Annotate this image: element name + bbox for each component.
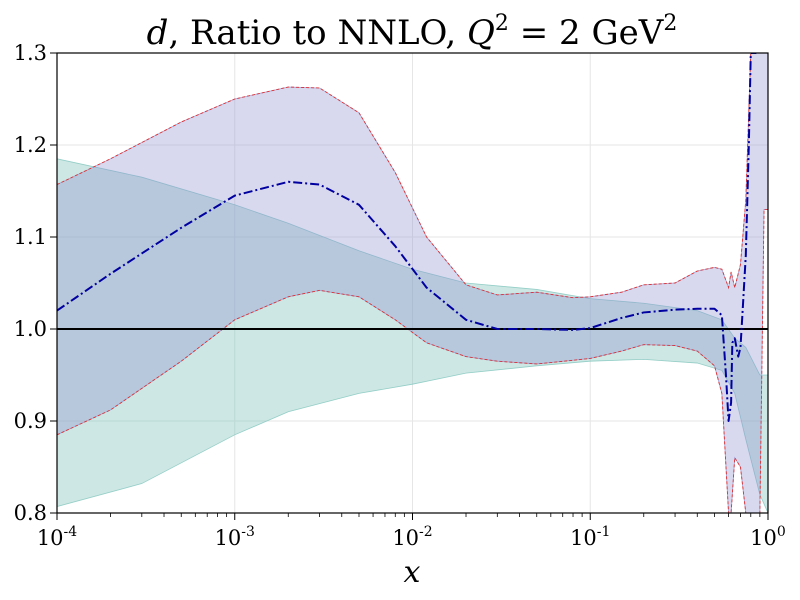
- x-axis-label: x: [404, 555, 421, 590]
- x-tick-label: 100: [750, 524, 786, 550]
- y-tick-label: 0.9: [14, 409, 47, 433]
- y-tick-label: 0.8: [14, 501, 47, 525]
- teal-band: [57, 158, 768, 513]
- x-tick-label: 10-1: [570, 524, 610, 550]
- title-main: , Ratio to NNLO,: [168, 13, 467, 53]
- x-tick-label: 10-3: [215, 524, 255, 550]
- central-lines: [57, 53, 757, 422]
- y-tick-label: 1.2: [14, 133, 47, 157]
- central-line: [57, 53, 757, 422]
- title-q: Q: [467, 13, 495, 53]
- title-var: d: [147, 13, 169, 53]
- y-tick-label: 1.1: [14, 225, 47, 249]
- y-tick-label: 1.3: [14, 41, 47, 65]
- x-tick-label: 10-2: [392, 524, 432, 550]
- chart-title: d, Ratio to NNLO, Q2 = 2 GeV2: [147, 11, 678, 53]
- purple-band-lower-edge: [57, 208, 768, 513]
- title-eq: = 2 GeV: [509, 13, 665, 53]
- x-tick-label: 10-4: [37, 524, 77, 550]
- bands: [57, 53, 768, 513]
- title-unit-exp: 2: [663, 11, 677, 36]
- y-tick-label: 1.0: [14, 317, 47, 341]
- purple-band-upper-edge: [57, 53, 768, 299]
- plot-area: [57, 53, 768, 513]
- title-q-exp: 2: [495, 11, 509, 36]
- y-axis-ticks: 0.8 0.9 1.0 1.1 1.2 1.3: [14, 41, 57, 525]
- x-axis-ticks: 10-4 10-3 10-2 10-1 100: [37, 513, 786, 550]
